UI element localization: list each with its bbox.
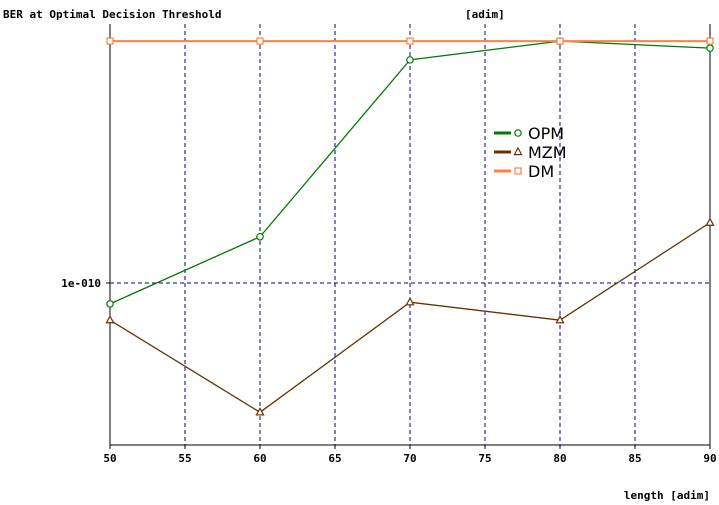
legend-label-dm: DM <box>528 162 554 181</box>
data-point-dm-50 <box>106 37 114 45</box>
legend-marker-opm <box>514 129 522 137</box>
legend-marker-mzm <box>513 146 523 156</box>
data-point-opm-50 <box>106 300 114 308</box>
data-point-opm-90 <box>706 44 714 52</box>
x-tick-label-65: 65 <box>328 452 341 465</box>
legend-label-opm: OPM <box>528 124 564 143</box>
data-point-mzm-60 <box>255 407 265 416</box>
data-point-dm-70 <box>406 37 414 45</box>
x-tick-label-50: 50 <box>103 452 116 465</box>
data-point-dm-80 <box>556 37 564 45</box>
x-tick-label-75: 75 <box>478 452 491 465</box>
chart-title: BER at Optimal Decision Threshold <box>3 8 222 21</box>
data-point-mzm-80 <box>555 314 565 324</box>
x-tick-label-55: 55 <box>178 452 191 465</box>
data-point-mzm-50 <box>105 314 115 324</box>
series-layer <box>105 37 715 416</box>
x-tick-label-60: 60 <box>253 452 266 465</box>
data-point-opm-70 <box>406 56 414 64</box>
x-axis-label: length [adim] <box>624 489 710 502</box>
x-tick-label-80: 80 <box>553 452 566 465</box>
grid <box>106 24 711 449</box>
legend-marker-dm <box>514 167 522 175</box>
data-point-dm-60 <box>256 37 264 45</box>
y-tick-label-1e-010: 1e-010 <box>61 277 101 290</box>
legend-label-mzm: MZM <box>528 143 567 162</box>
x-tick-label-70: 70 <box>403 452 416 465</box>
x-tick-label-90: 90 <box>703 452 716 465</box>
data-point-mzm-70 <box>405 296 415 306</box>
data-point-dm-90 <box>706 37 714 45</box>
y-tick-labels: 1e-010 <box>61 277 101 290</box>
data-point-opm-60 <box>256 232 264 241</box>
y-unit-label: [adim] <box>465 8 505 21</box>
x-tick-labels: 50 55 60 65 70 75 80 85 90 <box>103 452 716 465</box>
data-point-mzm-90 <box>705 217 715 226</box>
x-tick-label-85: 85 <box>628 452 641 465</box>
